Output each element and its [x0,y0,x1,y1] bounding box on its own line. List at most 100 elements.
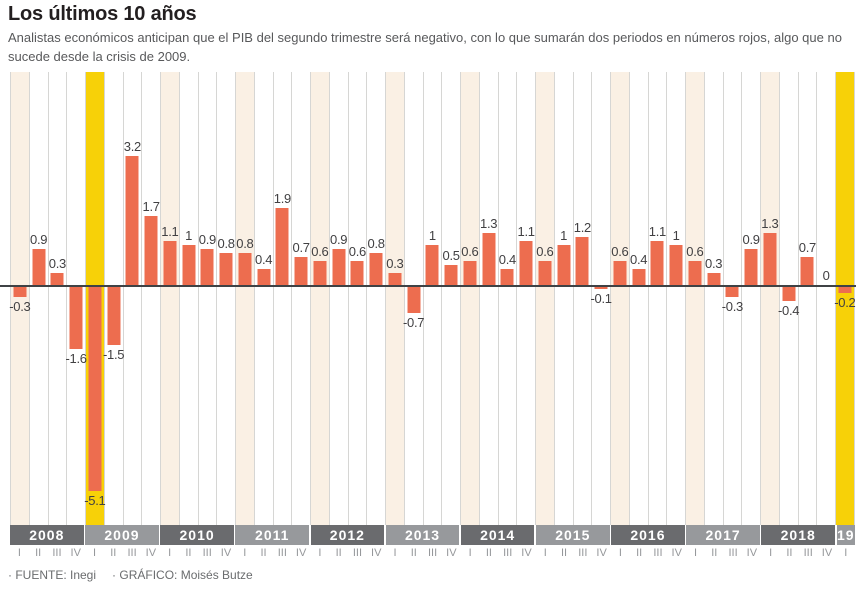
quarter-label: IV [220,547,232,559]
bar [69,285,83,350]
bar [125,156,139,285]
x-axis-quarter-labels: I II III IV I II III IV I II III IV I II III IV I II III IV… [10,545,855,562]
year-label-2016: 2016 [611,525,685,545]
value-label: -1.6 [65,351,88,367]
bar-column-2010-IV: 0.8 [217,72,236,525]
value-label: 1 [428,227,436,243]
bar-column-2010-III: 0.9 [198,72,218,525]
quarter-label: IV [671,547,682,559]
value-label: 1.1 [648,223,666,239]
bar [350,260,364,285]
bar-column-2011-III: 1.9 [273,72,293,525]
bar [800,256,814,285]
bar-column-2012-II: 0.9 [329,72,349,525]
bar [688,260,702,285]
quarter-label: II [636,547,643,559]
year-label-2011: 2011 [235,525,310,545]
bar [763,232,777,285]
quarter-label: I [243,547,247,559]
quarter-label: II [260,547,267,559]
bar-column-2014-IV: 1.1 [517,72,536,525]
value-label: 0.7 [292,239,310,255]
bar [163,240,177,285]
quarter-label: II [786,547,793,559]
quarter-label: IV [446,547,457,559]
value-label: 1.7 [142,199,160,215]
bar [219,252,233,285]
value-label: 3.2 [123,139,141,155]
bar-column-2017-IV: 0.9 [742,72,761,525]
zero-axis-line [0,285,856,287]
bar [725,285,739,298]
bar-column-2012-I: 0.6 [311,72,330,525]
value-label: 1.2 [573,219,591,235]
quarter-label: I [693,547,698,559]
bar [519,240,533,285]
value-label: 0.6 [686,243,704,259]
value-label: 1 [672,227,680,243]
bar-column-2013-III: 1 [423,72,443,525]
value-label: 0.6 [348,243,366,259]
value-label: -0.1 [590,291,613,307]
bar-column-2015-II: 1 [554,72,574,525]
bar [144,216,158,285]
quarter-label: II [110,547,117,559]
quarter-label: I [318,547,322,559]
bar-column-2010-II: 1 [179,72,199,525]
quarter-label: II [185,547,192,559]
year-label-2008: 2008 [10,525,84,545]
year-label-2015: 2015 [535,525,610,545]
bar-column-2015-III: 1.2 [573,72,593,525]
subtitle: Analistas económicos anticipan que el PI… [8,30,842,64]
quarter-label: IV [596,547,607,559]
quarter-label: I [168,547,172,559]
value-label: 0.8 [236,235,254,251]
bar [369,252,383,285]
bar-column-2018-II: -0.4 [778,72,800,525]
value-label: 1 [560,227,568,243]
value-label: -0.3 [721,299,744,315]
value-label: -0.4 [778,303,800,319]
value-label: 0.5 [442,247,460,263]
bar [332,248,346,285]
value-label: 0.6 [611,243,629,259]
bar-column-2016-II: 0.4 [629,72,649,525]
bar-column-2008-II: 0.9 [29,72,49,525]
quarter-label: III [427,547,438,559]
value-label: -0.3 [9,299,31,315]
plot-area: -0.3 0.9 0.3 -1.6 -5.1 -1.5 3.2 1.7 1.1 1 0.9 0.8 0.… [9,72,856,525]
year-label-19: 19 [836,525,855,545]
quarter-label: III [728,547,738,559]
value-label: 0.3 [705,255,723,271]
bar-column-2017-I: 0.6 [686,72,705,525]
bar-column-2017-II: 0.3 [704,72,724,525]
quarter-label: II [335,547,342,559]
year-label-2009: 2009 [85,525,159,545]
value-label: 0.6 [311,243,329,259]
quarter-label: III [578,547,588,559]
bar-column-2015-IV: -0.1 [590,72,613,525]
bar [744,248,758,285]
bar-column-2012-III: 0.6 [348,72,368,525]
quarter-label: III [653,547,663,559]
quarter-label: I [844,547,848,559]
value-label: 0.3 [48,255,66,271]
bar [425,244,439,285]
bar [575,236,589,285]
bar [182,244,196,285]
bar-column-2013-IV: 0.5 [442,72,461,525]
bar [50,272,64,285]
value-label: 1.1 [161,223,179,239]
quarter-label: I [393,547,397,559]
value-label: 0.8 [367,235,385,251]
bar [669,244,683,285]
bar [613,260,627,285]
quarter-label: II [560,547,568,559]
value-label: 0.6 [536,243,554,259]
quarter-label: III [52,547,62,559]
quarter-label: IV [145,547,157,559]
bar-column-2008-I: -0.3 [9,72,31,525]
credit-label: · GRÁFICO: Moisés Butze [112,568,253,582]
quarter-label: III [352,547,363,559]
